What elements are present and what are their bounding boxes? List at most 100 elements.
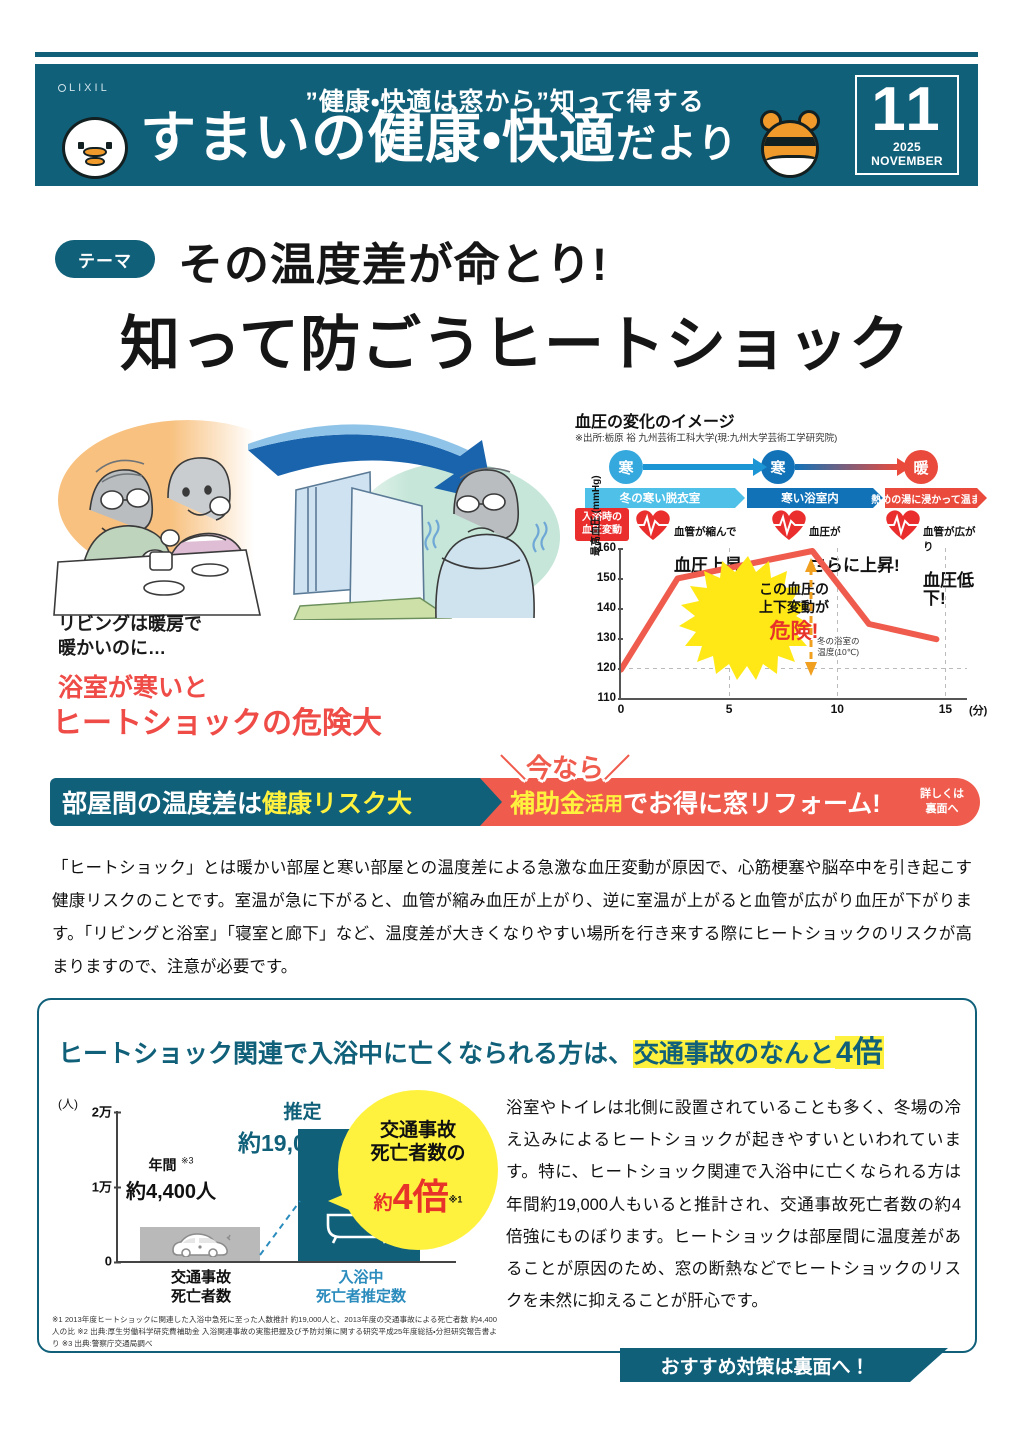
hero-illustration [50,410,560,620]
callout-prefix: 約 [373,1193,393,1215]
illustration-caption-red-2: ヒートショックの危険大 [52,707,382,740]
step-arrow-2-icon [795,458,911,476]
step-circle-1: 寒 [609,450,643,484]
bp-step-flow: 寒 寒 暖 冬の寒い脱衣室 寒い浴室内 熱めの湯に浸かって温まる [575,450,991,508]
bp-ytick-120: 120 [596,662,624,674]
traffic-deaths-annotation: 年間 ※3 約4,400人 [126,1155,216,1204]
blood-pressure-chart: 血圧の変化のイメージ ※出所:栃原 裕 九州芸術工科大学(現:九州大学芸術工学研… [575,408,991,728]
bathing-annotation-value: 約19,000人 [238,1130,355,1156]
month-badge: 11 2025 NOVEMBER [855,75,959,175]
heart-note-3: 血管が広がり 血圧低下! [923,506,985,626]
four-times-callout: 交通事故 死亡者数の 約4倍※1 [338,1090,498,1250]
lixil-logo: LIXIL [58,82,110,94]
bar-ytick-10000: 1万 [92,1177,122,1196]
bear-head [761,120,819,178]
lixil-mark-icon [58,84,66,92]
promo-banner: 部屋間の温度差は 健康リスク大 補助金 活用 でお得に窓リフォーム! 詳しくは 裏面へ [50,778,980,826]
illustration-caption-small: リビングは暖房で 暖かいのに… [58,614,202,659]
masthead-title: すまいの健康・快適だより [140,110,770,166]
bear-headband [764,137,816,146]
bar-leader-line [259,1200,301,1256]
illustration-caption-red-1: 浴室が寒いと [58,674,209,702]
bear-muzzle [764,155,816,175]
bp-y-axis-label: 最高血圧 (mmHg) [591,475,602,556]
back-page-cta-tail-icon [910,1348,948,1382]
bathing-deaths-annotation: 推定 約19,000人※2 [238,1097,367,1158]
intro-paragraph: 「ヒートショック」とは暖かい部屋と寒い部屋との温度差による急激な血圧変動が原因で… [52,859,972,976]
header-top-rule [35,52,978,57]
bar-traffic-deaths [140,1227,260,1261]
stats-footnote: ※1 2013年度ヒートショックに関連した入浴中急死に至った人数推計 約19,0… [52,1315,497,1348]
banner-wedge-icon [480,778,502,826]
step-arrow-1-icon [643,458,767,476]
heart-note-2: 血圧が さらに上昇! [809,506,900,593]
heart-note-3-small: 血管が広がり [923,526,976,553]
callout-line-2: 死亡者数の [370,1142,466,1164]
callout-number: 4倍 [392,1176,449,1218]
traffic-annotation-value: 約4,400人 [126,1181,217,1203]
bar-chart-unit-label: (人) [58,1097,78,1111]
heart-icon-1 [633,506,673,542]
heart-note-1-small: 血管が縮んで [674,526,737,538]
heart-icon-2 [769,506,809,542]
heart-icon-3 [883,506,923,542]
heart-note-2-small: 血圧が [809,526,841,538]
bp-xtick-15: 15 [938,702,953,716]
stats-heading-part-1: ヒートショック関連で入浴中に亡くなられる方は、 [58,1040,634,1068]
bp-ytick-160: 160 [596,542,624,554]
step-band-3: 熱めの湯に浸かって温まる [871,488,991,508]
bar-ytick-0: 0 [104,1253,122,1269]
bp-x-axis-unit: (分) [969,705,988,717]
shiver-icon [424,519,548,553]
burst-line-2: 上下変動が [759,599,829,616]
back-page-cta[interactable]: おすすめ対策は裏面へ！ [620,1348,910,1382]
duck-eye-right [106,142,112,149]
bathing-annotation-small: 推定 [283,1102,322,1123]
step-band-1: 冬の寒い脱衣室 [585,488,745,508]
bp-variation-arrow-icon [805,558,817,676]
bp-line-series [621,548,940,673]
car-icon [172,1233,231,1257]
banner-left-text: 部屋間の温度差は [62,790,263,818]
banner-left-highlight: 健康リスク大 [262,790,413,818]
title-line-1: その温度差が命とり! [178,239,608,290]
bp-ytick-150: 150 [596,572,624,584]
bp-gridline-120 [621,668,967,669]
masthead-main: すまいの健康・快適 [140,106,617,169]
bp-chart-title: 血圧の変化のイメージ [575,414,735,431]
bar-x-label-traffic: 交通事故 死亡者数 [170,1269,231,1305]
title-line-2: 知って防ごうヒートショック [120,311,910,378]
callout-line-1: 交通事故 [379,1119,456,1141]
duck-mascot-icon [62,117,128,179]
bp-plot-area: 最高血圧 (mmHg) 160 150 140 130 120 110 0 5 … [591,475,987,717]
bear-mascot-icon [758,110,822,180]
bp-xtick-0: 0 [617,702,625,716]
bp-xtick-5: 5 [725,702,733,716]
bp-xtick-10: 10 [830,702,844,716]
danger-burst-shape [679,556,813,680]
stats-heading-big: 4倍 [835,1036,884,1069]
bp-gridline-x10 [837,548,839,698]
banner-right[interactable]: 補助金 活用 でお得に窓リフォーム! 詳しくは 裏面へ [480,778,980,826]
banner-left: 部屋間の温度差は 健康リスク大 [50,778,480,826]
heart-note-3-big: 血圧低下! [923,571,974,608]
stats-heading-highlight: 交通事故のなんと [633,1040,836,1068]
bar-x-label-bathing: 入浴中 死亡者推定数 [315,1269,406,1305]
now-ribbon-label: ＼今なら／ [500,753,631,783]
banner-right-text: でお得に窓リフォーム! [623,790,881,818]
stats-card-heading: ヒートショック関連で入浴中に亡くなられる方は、交通事故のなんと4倍 [58,1027,884,1071]
month-number: 11 [871,75,943,144]
banner-subsidy-highlight: 補助金 [510,790,586,818]
duck-eye-left [78,142,84,149]
month-subtitle: 2025 NOVEMBER [871,140,943,168]
illustration-figures [53,424,548,620]
bar-ytick-20000: 2万 [92,1102,122,1121]
step-band-2: 寒い浴室内 [747,488,883,508]
burst-big-text: 危険! [769,620,819,644]
banner-detail-note: 詳しくは 裏面へ [920,788,964,816]
masthead-suffix: だより [616,122,739,166]
callout-multiplier: 約4倍※1 [374,1168,463,1220]
header-bar [35,64,978,186]
bp-variation-label: 入浴時の 血圧変動 [575,508,629,541]
heart-note-2-big: さらに上昇! [809,556,900,575]
